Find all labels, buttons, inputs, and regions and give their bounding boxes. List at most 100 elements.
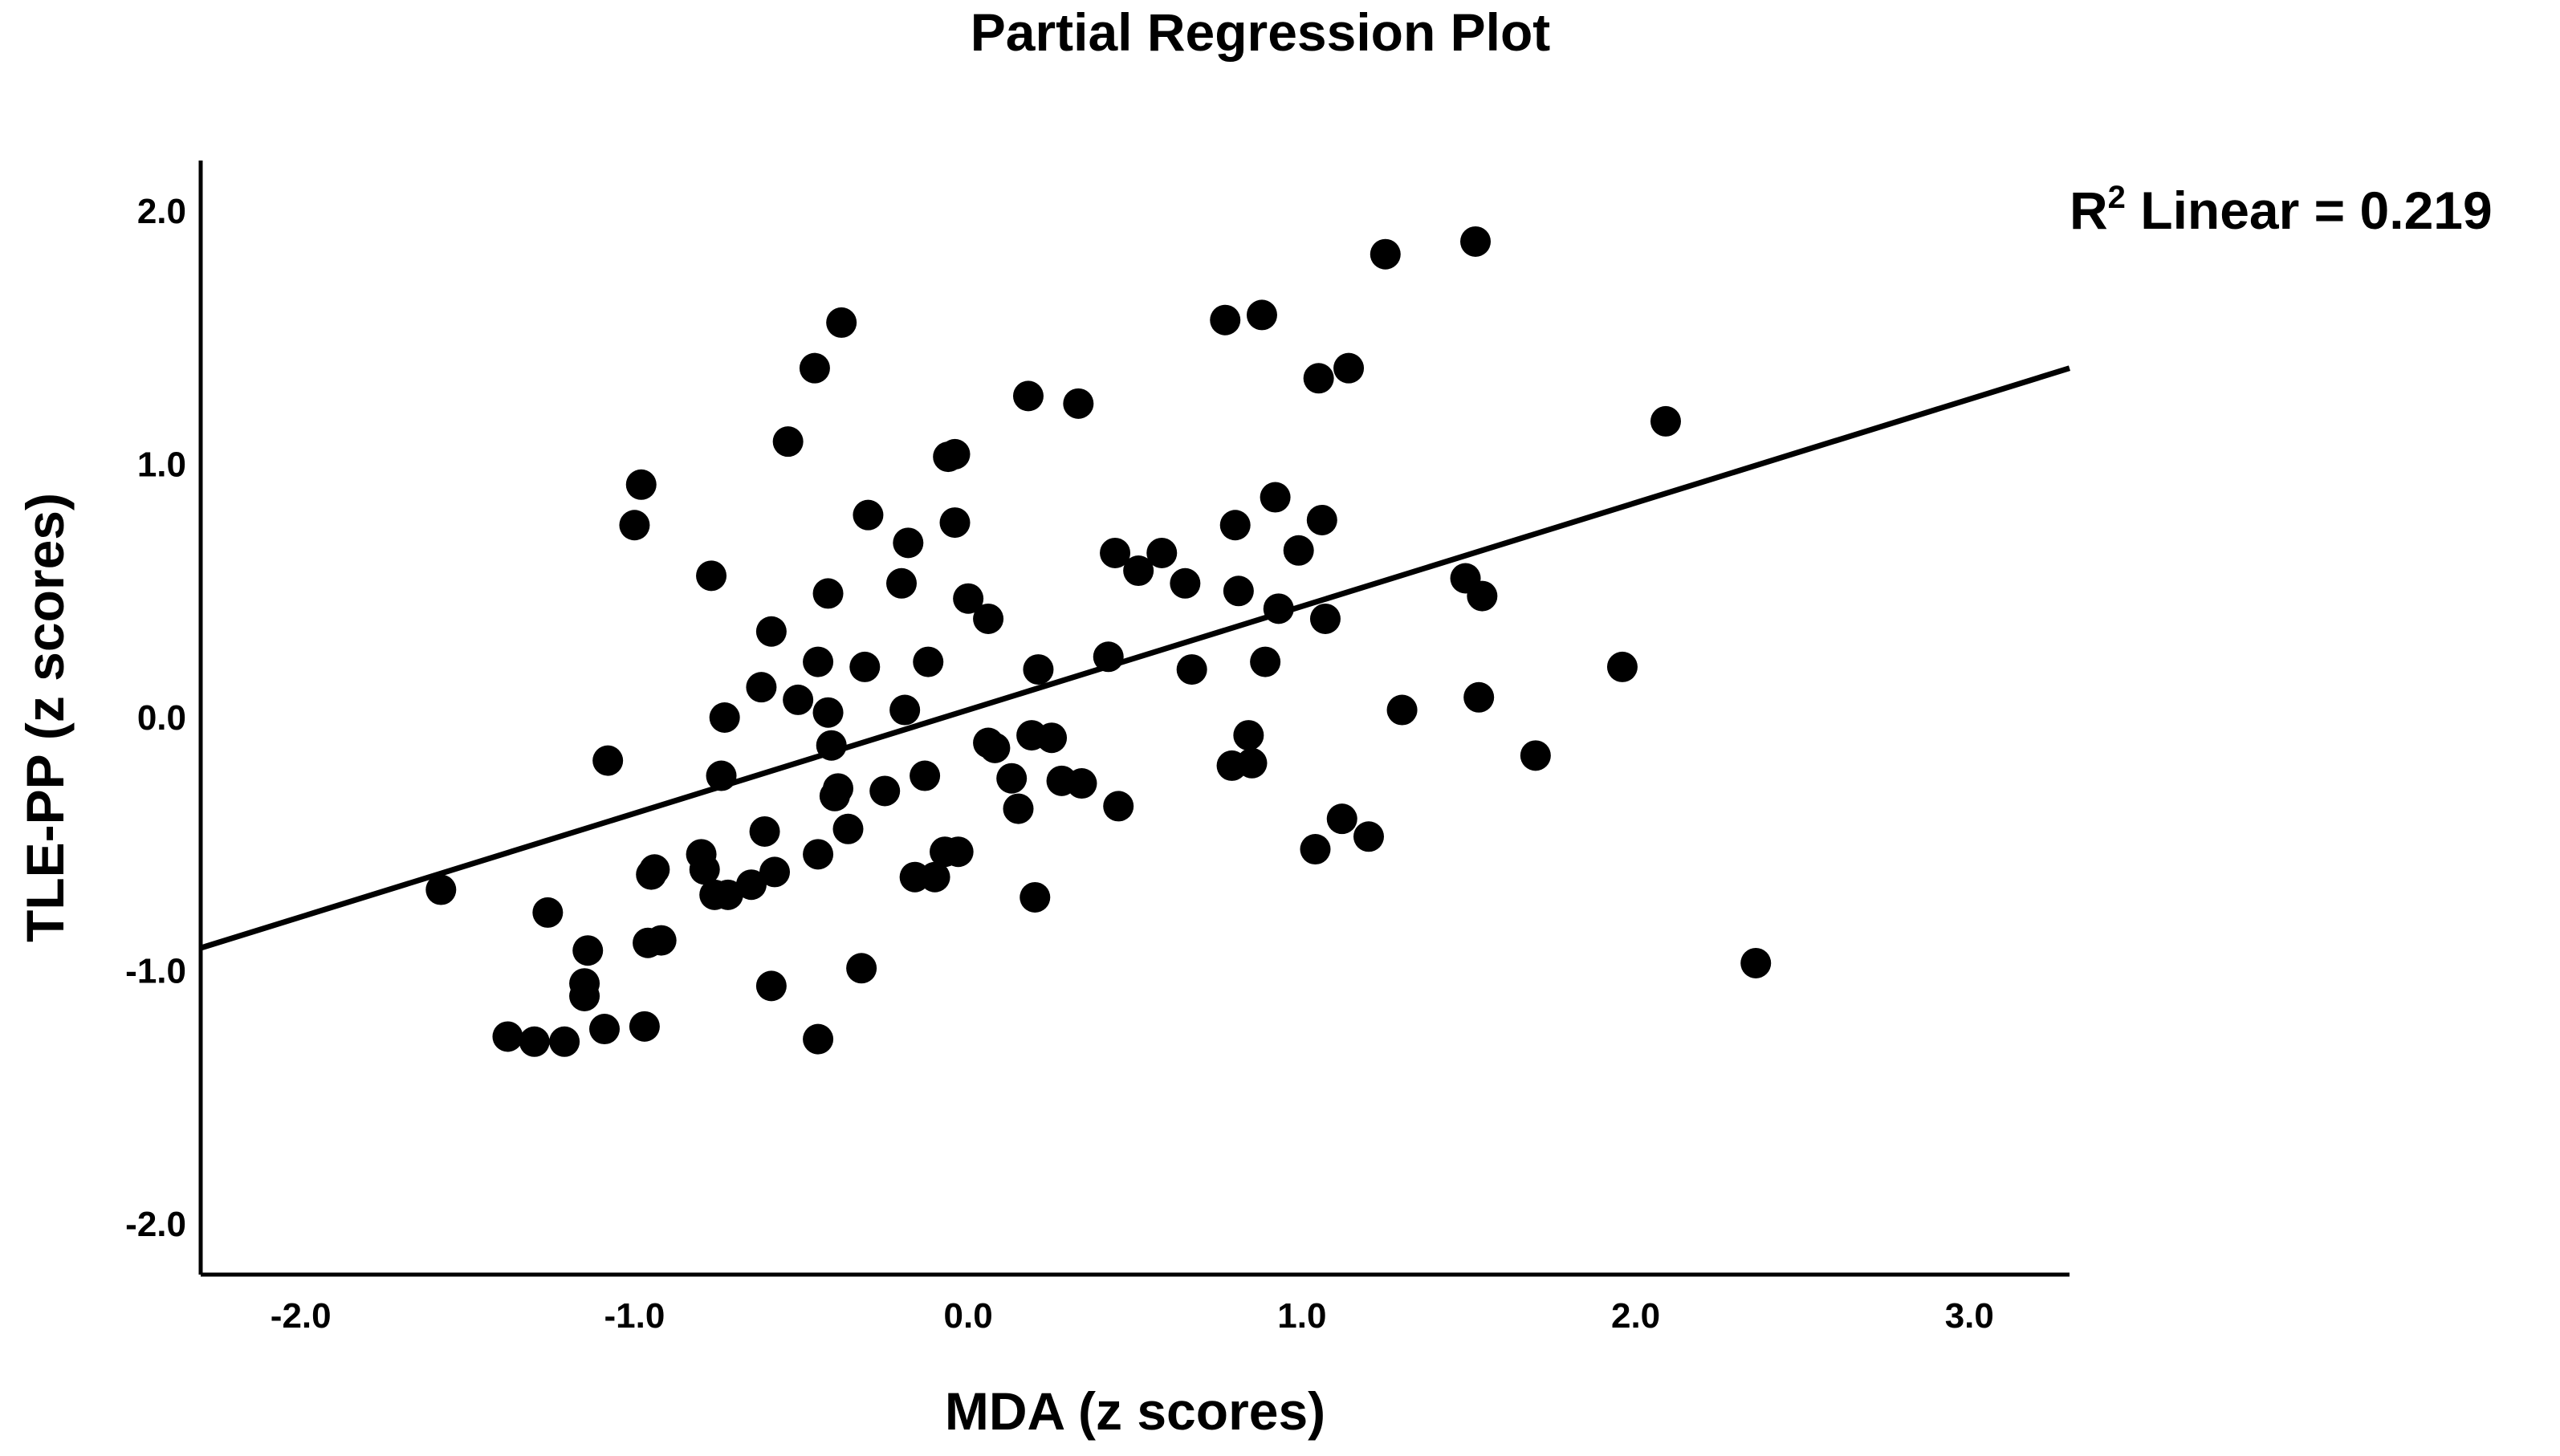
data-point bbox=[749, 815, 780, 847]
x-tick-label: 1.0 bbox=[1277, 1296, 1326, 1336]
data-point bbox=[1250, 646, 1281, 677]
data-point bbox=[846, 953, 877, 984]
data-point bbox=[639, 854, 670, 885]
data-point bbox=[1246, 299, 1277, 331]
data-point bbox=[592, 745, 624, 776]
data-point bbox=[1386, 694, 1418, 726]
data-point bbox=[772, 426, 804, 458]
data-point bbox=[783, 684, 814, 715]
data-point bbox=[759, 856, 791, 888]
chart-title: Partial Regression Plot bbox=[971, 2, 1551, 62]
data-point bbox=[1066, 768, 1097, 799]
data-point bbox=[519, 1026, 550, 1057]
data-points bbox=[425, 226, 1772, 1057]
regression-fit-line bbox=[199, 365, 2071, 951]
data-point bbox=[889, 694, 921, 726]
data-point bbox=[1210, 304, 1241, 336]
data-point bbox=[689, 854, 720, 885]
data-point bbox=[1176, 654, 1207, 685]
data-point bbox=[953, 583, 984, 614]
data-point bbox=[816, 730, 847, 761]
data-point bbox=[1020, 881, 1051, 913]
data-point bbox=[709, 702, 740, 733]
data-point bbox=[1063, 388, 1094, 419]
data-point bbox=[1303, 363, 1334, 394]
r-squared-value-text: Linear = 0.219 bbox=[2126, 181, 2493, 240]
data-point bbox=[1520, 740, 1551, 771]
data-point bbox=[1370, 238, 1401, 270]
data-point bbox=[799, 352, 830, 384]
x-tick-label: -2.0 bbox=[271, 1296, 332, 1336]
data-point bbox=[1093, 641, 1124, 673]
data-point bbox=[893, 527, 924, 559]
data-point bbox=[645, 925, 677, 956]
data-point bbox=[1283, 535, 1314, 566]
data-point bbox=[1233, 720, 1264, 751]
x-tick-label: 2.0 bbox=[1611, 1296, 1660, 1336]
data-point bbox=[1740, 947, 1772, 978]
data-point bbox=[1467, 580, 1498, 612]
data-point bbox=[549, 1026, 580, 1057]
data-point bbox=[1123, 555, 1154, 587]
data-point bbox=[853, 499, 884, 531]
data-point bbox=[1219, 510, 1251, 541]
data-point bbox=[869, 775, 901, 807]
data-point bbox=[1103, 791, 1134, 822]
data-point bbox=[492, 1021, 523, 1052]
x-tick-label: 3.0 bbox=[1945, 1296, 1994, 1336]
r-squared-superscript: 2 bbox=[2108, 180, 2126, 215]
data-point bbox=[1333, 352, 1365, 384]
data-point bbox=[803, 1023, 834, 1055]
data-point bbox=[1003, 793, 1034, 824]
x-tick-labels: -2.0 -1.0 0.0 1.0 2.0 3.0 bbox=[271, 1296, 1994, 1336]
x-axis-title: MDA (z scores) bbox=[945, 1381, 1325, 1441]
data-point bbox=[735, 869, 767, 901]
data-point bbox=[823, 773, 854, 804]
y-tick-label: -2.0 bbox=[125, 1205, 186, 1244]
data-point bbox=[746, 672, 777, 703]
data-point bbox=[1650, 405, 1681, 437]
axes-group bbox=[198, 161, 2070, 1277]
y-tick-label: 1.0 bbox=[137, 445, 186, 485]
y-tick-label: -1.0 bbox=[125, 951, 186, 990]
data-point bbox=[1309, 603, 1341, 634]
data-point bbox=[1353, 821, 1384, 852]
data-point bbox=[1326, 803, 1357, 835]
data-point bbox=[1263, 593, 1294, 624]
data-point bbox=[532, 897, 564, 928]
data-point bbox=[913, 646, 944, 677]
data-point bbox=[886, 567, 917, 599]
r-squared-annotation: R2 Linear = 0.219 bbox=[2070, 180, 2493, 240]
data-point bbox=[1463, 681, 1495, 713]
data-point bbox=[425, 874, 457, 905]
data-point bbox=[1146, 537, 1178, 568]
data-point bbox=[1223, 575, 1254, 607]
x-tick-label: 0.0 bbox=[944, 1296, 993, 1336]
data-point bbox=[572, 935, 604, 966]
data-point bbox=[712, 879, 743, 910]
data-point bbox=[942, 836, 974, 868]
data-point bbox=[939, 438, 971, 470]
data-point bbox=[832, 813, 864, 844]
r-squared-prefix: R bbox=[2070, 181, 2108, 240]
y-tick-label: 0.0 bbox=[137, 698, 186, 738]
data-point bbox=[979, 732, 1011, 763]
data-point bbox=[625, 469, 657, 500]
data-point bbox=[1012, 380, 1044, 412]
data-point bbox=[1036, 722, 1068, 754]
y-axis-title: TLE-PP (z scores) bbox=[15, 493, 75, 942]
data-point bbox=[1170, 567, 1201, 599]
data-point bbox=[1023, 654, 1054, 685]
data-point bbox=[910, 760, 941, 791]
x-tick-label: -1.0 bbox=[604, 1296, 665, 1336]
y-tick-labels: -2.0 -1.0 0.0 1.0 2.0 bbox=[125, 192, 186, 1244]
data-point bbox=[1606, 651, 1638, 682]
data-point bbox=[696, 560, 727, 592]
data-point bbox=[812, 578, 844, 609]
data-point bbox=[826, 307, 857, 338]
data-point bbox=[755, 970, 787, 1002]
data-point bbox=[812, 697, 844, 728]
data-point bbox=[1260, 482, 1291, 513]
